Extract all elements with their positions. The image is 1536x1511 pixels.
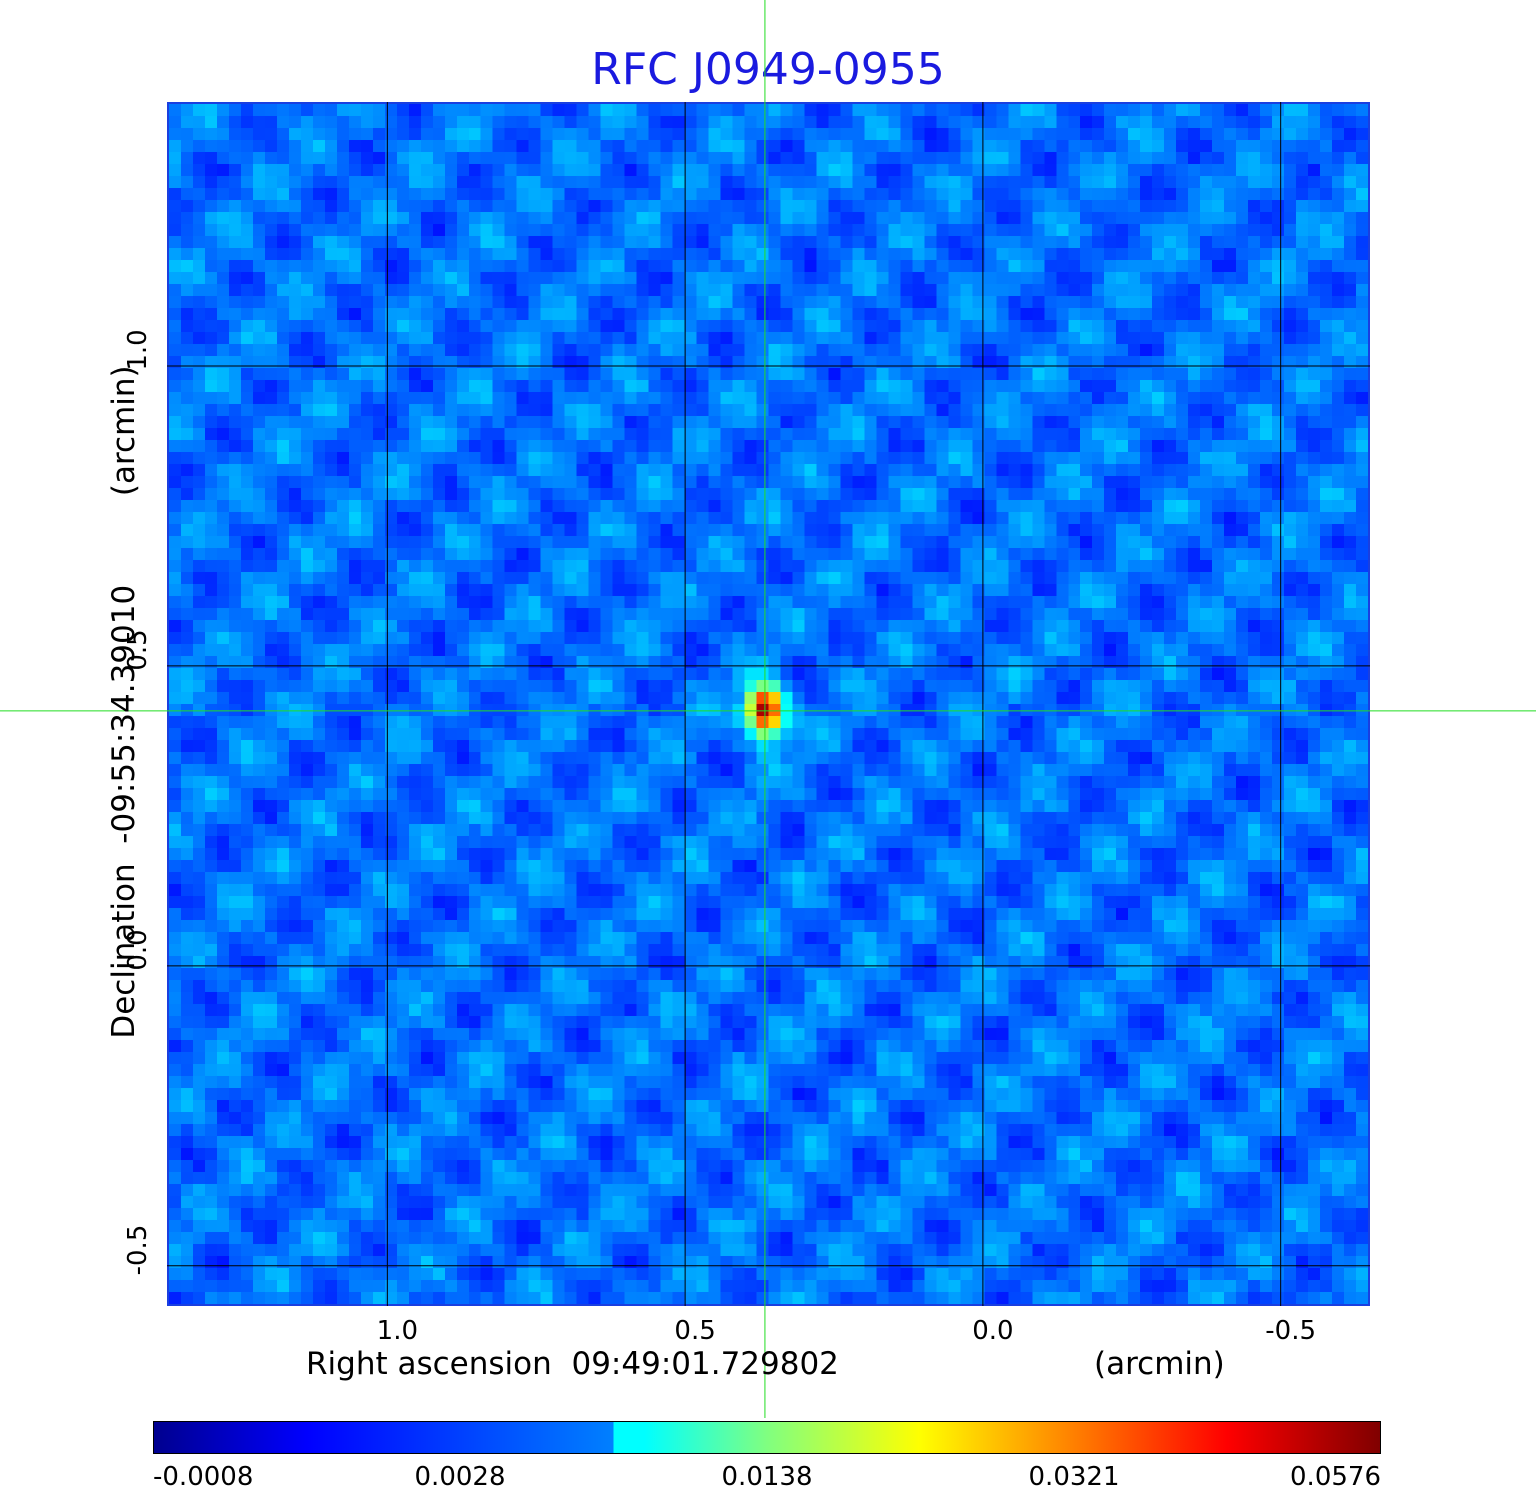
image-map	[167, 102, 1370, 1306]
x-tick-label: 0.0	[972, 1316, 1014, 1346]
colorbar-tick-label: 0.0138	[721, 1462, 813, 1492]
intensity-map	[169, 104, 1368, 1304]
x-tick-label: 1.0	[376, 1316, 419, 1346]
x-tick-label: 0.5	[674, 1316, 716, 1346]
colorbar-tick-label: 0.0028	[414, 1462, 506, 1492]
x-axis-label: Right ascension 09:49:01.729802	[306, 1346, 839, 1382]
x-axis-unit: (arcmin)	[1094, 1346, 1225, 1382]
colorbar	[153, 1421, 1381, 1454]
colorbar-tick-label: 0.0321	[1028, 1462, 1120, 1492]
x-tick-label: -0.5	[1265, 1316, 1317, 1346]
colorbar-tick-label: -0.0008	[153, 1462, 254, 1492]
y-axis-label: Declination -09:55:34.39010 (arcmin)	[106, 365, 142, 1039]
chart-title: RFC J0949-0955	[591, 44, 945, 95]
colorbar-tick-label: 0.0576	[1290, 1462, 1381, 1492]
y-tick-label: -0.5	[123, 1224, 153, 1276]
